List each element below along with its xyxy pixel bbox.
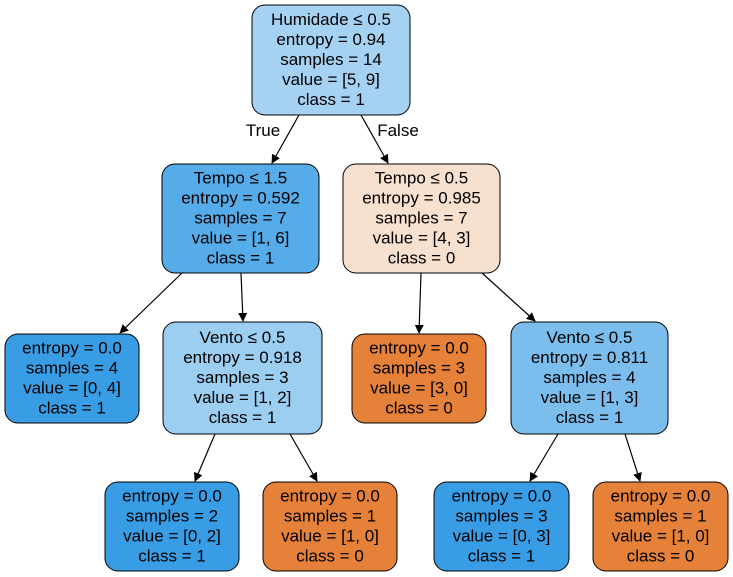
node-text-line: samples = 1 [284, 507, 376, 526]
node-text-line: samples = 1 [614, 507, 706, 526]
edge-n6-n9 [529, 433, 559, 482]
node-text-line: class = 1 [209, 408, 277, 427]
node-box [262, 481, 398, 572]
node-text-line: class = 0 [296, 547, 364, 566]
node-text-line: value = [0, 3] [453, 527, 551, 546]
node-text-line: entropy = 0.94 [276, 30, 385, 49]
node-text-line: Tempo ≤ 0.5 [375, 169, 468, 188]
node-text-line: value = [1, 0] [281, 527, 379, 546]
node-text-line: value = [1, 0] [612, 527, 710, 546]
node-text-line: entropy = 0.592 [181, 189, 300, 208]
node-box [510, 321, 669, 435]
edge-n0-n1 [271, 114, 300, 164]
node-text-line: Vento ≤ 0.5 [547, 328, 633, 347]
node-text-line: value = [1, 3] [541, 388, 639, 407]
node-text-line: Vento ≤ 0.5 [200, 328, 286, 347]
node-text-line: samples = 3 [196, 368, 288, 387]
node-text-line: samples = 14 [280, 50, 382, 69]
node-text-line: entropy = 0.985 [362, 189, 481, 208]
node-box [162, 321, 323, 435]
node-text-line: entropy = 0.0 [22, 339, 122, 358]
edges-layer: True False [119, 114, 642, 482]
node-text-line: Tempo ≤ 1.5 [194, 169, 287, 188]
node-text-line: entropy = 0.811 [531, 348, 648, 367]
node-text-line: entropy = 0.0 [611, 487, 711, 506]
node-text-line: entropy = 0.918 [183, 348, 302, 367]
node-text-line: samples = 3 [373, 359, 465, 378]
node-text-line: class = 0 [627, 547, 695, 566]
edge-n6-n10 [624, 433, 642, 482]
node-text-line: class = 1 [138, 547, 206, 566]
edge-n1-n3 [119, 272, 183, 334]
edge-n2-n6 [481, 272, 536, 322]
node-text-line: samples = 3 [455, 507, 547, 526]
edge-n2-n5 [414, 272, 424, 334]
node-text-line: class = 1 [556, 408, 624, 427]
node-text-line: value = [5, 9] [282, 70, 380, 89]
node-text-line: entropy = 0.0 [452, 487, 552, 506]
edge-label-true: True [246, 121, 280, 140]
node-text-line: value = [1, 6] [192, 229, 290, 248]
node-text-line: value = [1, 2] [194, 388, 292, 407]
edge-n0-n2 [360, 114, 389, 164]
node-box [342, 163, 501, 274]
node-box [433, 481, 570, 572]
edge-n1-n4 [238, 272, 248, 322]
node-text-line: samples = 7 [375, 209, 467, 228]
node-text-line: samples = 4 [543, 368, 635, 387]
edge-n4-n8 [289, 433, 318, 482]
node-box [4, 333, 140, 424]
node-text-line: samples = 4 [26, 359, 118, 378]
node-text-line: entropy = 0.0 [280, 487, 380, 506]
node-text-line: class = 0 [385, 399, 453, 418]
node-text-line: Humidade ≤ 0.5 [271, 10, 391, 29]
node-text-line: class = 1 [297, 90, 365, 109]
edge-label-false: False [377, 121, 419, 140]
node-box [251, 4, 411, 116]
node-box [592, 481, 729, 572]
edge-n4-n7 [194, 433, 216, 482]
node-text-line: class = 1 [38, 399, 106, 418]
node-text-line: value = [0, 2] [123, 527, 221, 546]
node-text-line: class = 1 [468, 547, 536, 566]
node-text-line: samples = 2 [126, 507, 218, 526]
node-text-line: entropy = 0.0 [369, 339, 469, 358]
node-text-line: class = 1 [207, 249, 275, 268]
node-text-line: value = [4, 3] [373, 229, 471, 248]
node-text-line: samples = 7 [194, 209, 286, 228]
node-text-line: value = [0, 4] [23, 379, 121, 398]
node-text-line: value = [3, 0] [370, 379, 468, 398]
node-box [104, 481, 240, 572]
node-text-line: class = 0 [388, 249, 456, 268]
node-box [351, 333, 487, 424]
node-box [161, 163, 320, 274]
node-text-line: entropy = 0.0 [122, 487, 222, 506]
